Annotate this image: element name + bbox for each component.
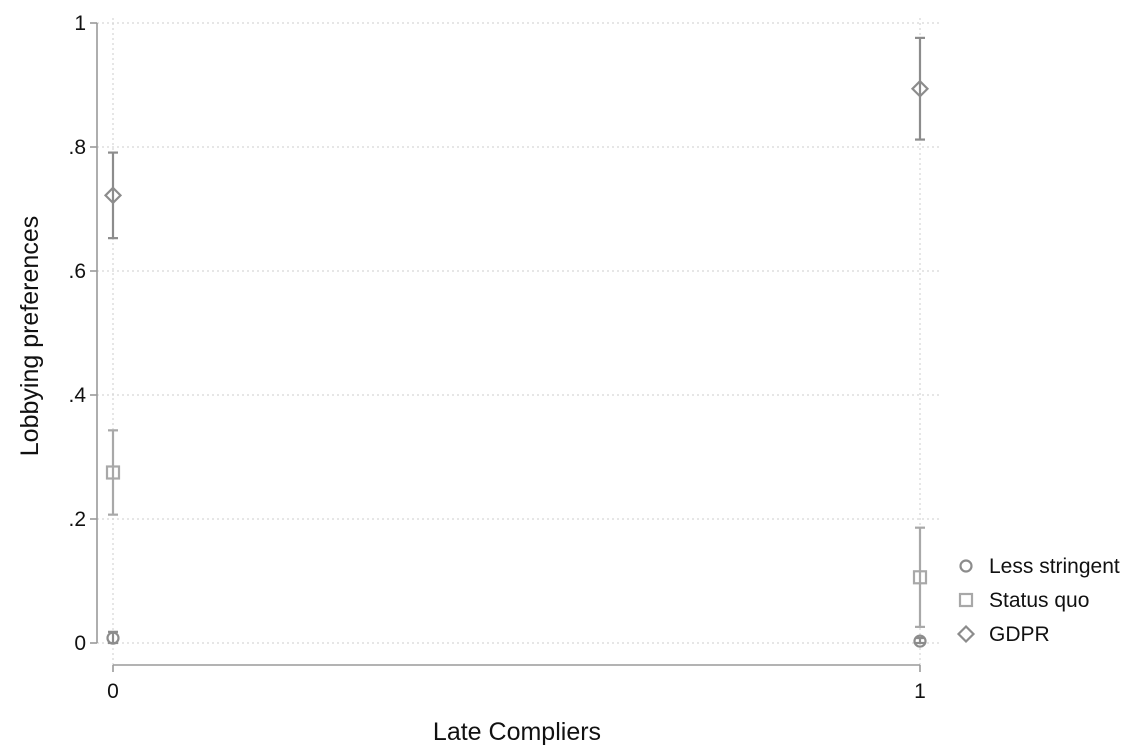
- legend-label-status-quo: Status quo: [989, 589, 1089, 612]
- grid-lines: [97, 18, 940, 665]
- x-tick-label: 1: [914, 680, 926, 703]
- y-tick-label: 0: [74, 632, 86, 655]
- y-tick-label: .8: [68, 136, 86, 159]
- legend: Less stringent Status quo GDPR: [956, 555, 1120, 646]
- y-tick-label: .2: [68, 508, 86, 531]
- point-status-quo: [105, 465, 121, 480]
- y-tick-label: .6: [68, 260, 86, 283]
- x-axis-title: Late Compliers: [433, 718, 601, 746]
- legend-marker-status-quo: [958, 592, 974, 608]
- legend-marker-less-stringent: [959, 559, 973, 573]
- point-gdpr: [910, 79, 930, 98]
- y-axis-title: Lobbying preferences: [16, 216, 44, 456]
- x-tick-label: 0: [107, 680, 119, 703]
- legend-marker-gdpr: [956, 624, 976, 644]
- point-status-quo: [912, 570, 928, 585]
- point-less-stringent: [106, 631, 120, 645]
- axes: 0 .2 .4 .6 .8 1 0 1: [68, 12, 925, 703]
- legend-label-gdpr: GDPR: [989, 623, 1050, 646]
- y-tick-label: 1: [74, 12, 86, 35]
- data-points: [103, 36, 930, 648]
- point-less-stringent: [913, 634, 927, 648]
- legend-label-less-stringent: Less stringent: [989, 555, 1120, 578]
- point-gdpr: [103, 186, 123, 205]
- y-tick-label: .4: [68, 384, 86, 407]
